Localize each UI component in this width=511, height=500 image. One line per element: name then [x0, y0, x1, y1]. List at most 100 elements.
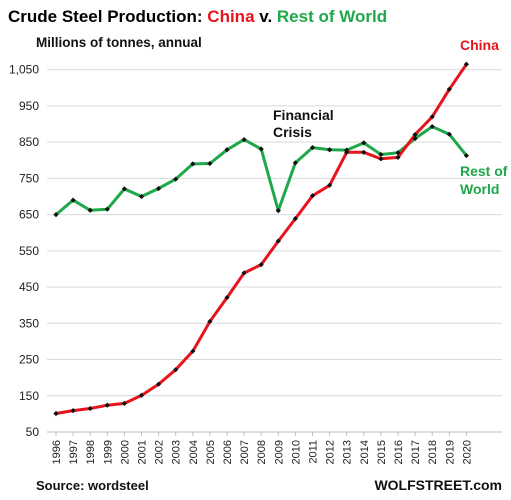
y-tick-label: 850 — [19, 135, 39, 149]
x-tick-label: 2020 — [461, 440, 473, 464]
title-versus: v. — [255, 7, 277, 26]
data-point-china — [292, 216, 298, 222]
y-tick-label: 250 — [19, 353, 39, 367]
data-point-china — [207, 318, 213, 325]
x-tick-label: 1998 — [85, 440, 97, 464]
data-point-rest-of-world — [309, 144, 316, 151]
x-tick-label: 2001 — [137, 440, 149, 464]
data-point-china — [412, 131, 418, 138]
y-tick-label: 50 — [26, 425, 40, 439]
data-point-china — [344, 149, 350, 155]
y-tick-label: 650 — [19, 208, 39, 222]
x-tick-label: 2015 — [376, 440, 388, 464]
data-point-rest-of-world — [361, 140, 367, 146]
data-point-rest-of-world — [292, 160, 298, 166]
data-point-china — [378, 156, 384, 162]
series-points — [53, 61, 469, 417]
data-point-china — [70, 408, 76, 414]
data-point-china — [446, 86, 452, 92]
y-tick-label: 1,050 — [9, 63, 39, 77]
data-point-rest-of-world — [173, 176, 179, 182]
x-tick-label: 2009 — [273, 440, 285, 464]
x-tick-label: 2011 — [308, 440, 320, 464]
data-point-rest-of-world — [258, 146, 264, 152]
data-point-rest-of-world — [53, 212, 59, 218]
data-point-china — [138, 392, 145, 399]
grid-lines — [47, 69, 502, 433]
label-rest-of: Rest of — [460, 163, 508, 179]
data-point-rest-of-world — [429, 123, 435, 130]
chart-subtitle: Millions of tonnes, annual — [36, 35, 202, 50]
data-point-rest-of-world — [104, 206, 110, 212]
data-point-rest-of-world — [275, 208, 281, 214]
data-point-rest-of-world — [70, 197, 76, 203]
x-tick-label: 2014 — [359, 440, 371, 464]
x-tick-label: 2019 — [444, 440, 456, 464]
data-point-china — [87, 405, 93, 412]
data-point-china — [53, 410, 59, 417]
series-line-china — [54, 62, 468, 415]
x-tick-label: 2010 — [290, 440, 302, 464]
data-point-china — [156, 381, 162, 387]
y-tick-label: 750 — [19, 171, 39, 185]
label-china: China — [460, 37, 499, 53]
x-tick-label: 2006 — [222, 440, 234, 464]
data-point-rest-of-world — [463, 152, 469, 159]
data-point-rest-of-world — [207, 160, 213, 167]
data-point-rest-of-world — [241, 137, 247, 143]
x-tick-label: 1996 — [51, 440, 63, 464]
x-tick-label: 2003 — [171, 440, 183, 464]
data-point-rest-of-world — [412, 135, 418, 142]
data-point-rest-of-world — [395, 150, 401, 156]
source-note: Source: wordsteel — [36, 478, 149, 493]
x-tick-label: 2017 — [410, 440, 422, 464]
x-tick-label: 2000 — [119, 440, 131, 464]
data-point-china — [361, 149, 367, 155]
x-tick-label: 2005 — [205, 440, 217, 464]
y-tick-label: 350 — [19, 316, 39, 330]
data-point-rest-of-world — [156, 185, 162, 192]
x-tick-label: 2018 — [427, 440, 439, 464]
title-rest-of-world: Rest of World — [277, 7, 387, 26]
data-point-china — [121, 400, 127, 406]
label-world: World — [460, 181, 499, 197]
x-tick-label: 1997 — [68, 440, 80, 464]
series-line-rest-of-world — [54, 125, 468, 217]
data-point-china — [104, 402, 110, 408]
data-point-china — [395, 154, 401, 160]
data-point-rest-of-world — [190, 161, 196, 167]
data-point-china — [173, 367, 179, 373]
x-tick-label: 1999 — [102, 440, 114, 464]
y-tick-label: 950 — [19, 99, 39, 113]
y-tick-label: 550 — [19, 244, 39, 258]
data-point-china — [309, 193, 316, 199]
y-tick-label: 450 — [19, 280, 39, 294]
data-point-rest-of-world — [121, 186, 127, 192]
data-point-rest-of-world — [327, 147, 333, 153]
data-point-china — [224, 294, 230, 301]
x-tick-label: 2013 — [342, 440, 354, 464]
brand-watermark: WOLFSTREET.com — [374, 477, 502, 493]
data-point-rest-of-world — [446, 131, 452, 137]
x-tick-label: 2012 — [325, 440, 337, 464]
series-lines — [54, 62, 468, 415]
x-tick-label: 2008 — [256, 440, 268, 464]
title-china: China — [207, 7, 255, 26]
data-point-rest-of-world — [87, 207, 93, 213]
data-point-china — [429, 114, 435, 120]
data-point-china — [241, 270, 247, 276]
data-point-china — [327, 182, 333, 188]
data-point-rest-of-world — [138, 193, 145, 200]
y-axis: 50 150 250 350 450 550 650 750 850 950 1,050 — [9, 63, 39, 439]
y-tick-label: 150 — [19, 389, 39, 403]
annotation-crisis: Crisis — [273, 124, 312, 140]
data-point-china — [190, 348, 196, 354]
data-point-china — [275, 238, 281, 244]
data-point-rest-of-world — [378, 151, 384, 158]
title-prefix: Crude Steel Production: — [8, 7, 207, 26]
data-point-china — [258, 262, 264, 268]
annotation-financial: Financial — [273, 107, 334, 123]
data-point-rest-of-world — [224, 147, 230, 153]
x-axis: 1996 1997 1998 1999 2000 2001 2002 2003 2004 2005… — [51, 432, 473, 464]
